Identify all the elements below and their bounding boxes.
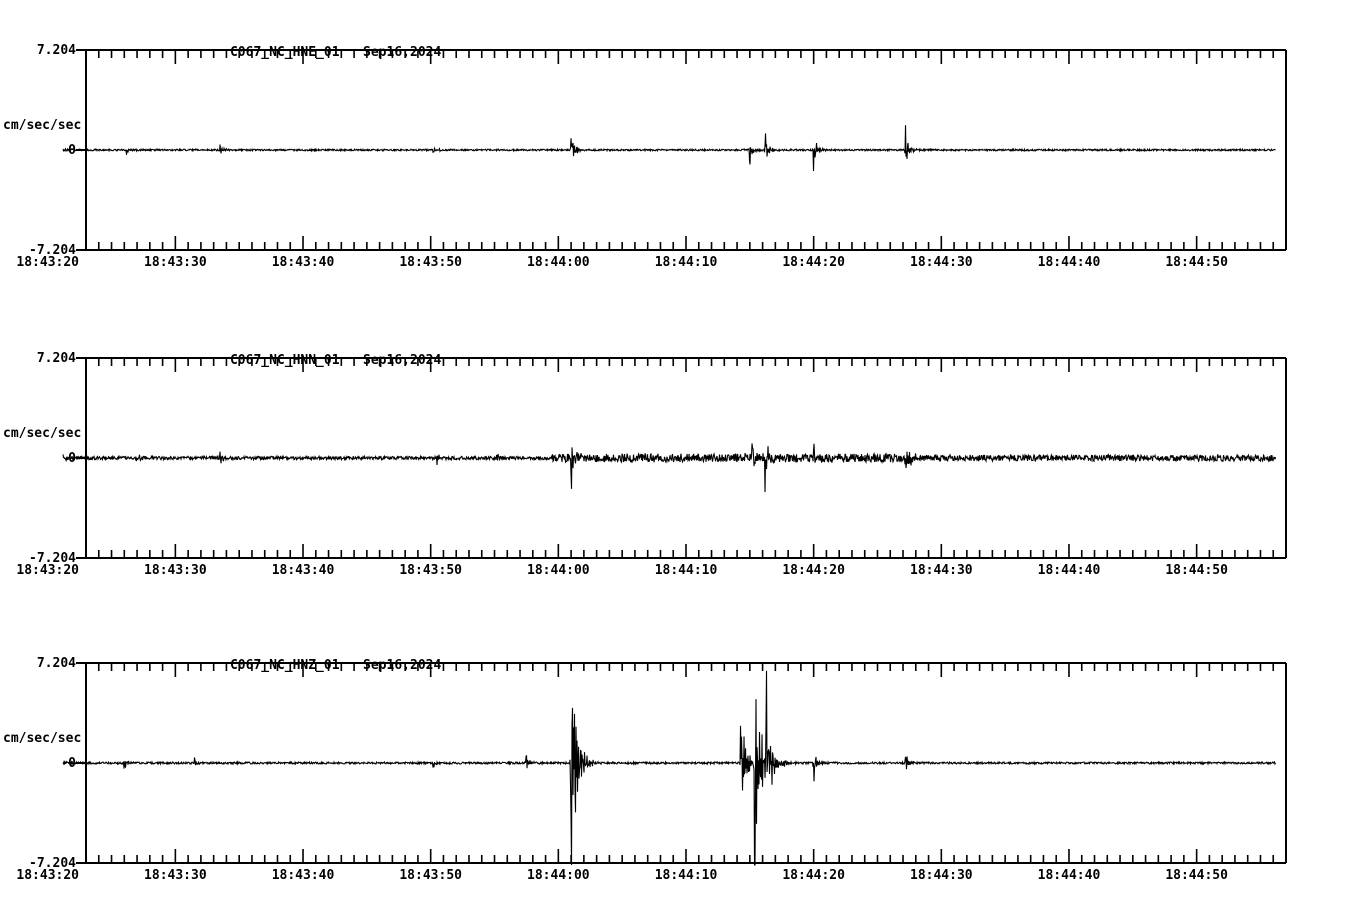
xtick-label: 18:43:40 <box>271 255 335 270</box>
xtick-label: 18:44:50 <box>1165 563 1228 578</box>
xtick-label: 18:44:00 <box>527 868 590 883</box>
xtick-label: 18:44:10 <box>654 868 718 883</box>
ytick-label-zero-hne: 0 <box>68 143 76 158</box>
yaxis-units-label-hnn: cm/sec/sec <box>3 426 82 441</box>
xtick-label: 18:43:20 <box>16 563 80 578</box>
plot-area-hne <box>62 49 1287 251</box>
waveform-trace-hnz <box>62 670 1277 866</box>
xtick-label: 18:44:50 <box>1165 868 1228 883</box>
waveform-trace-hnn <box>62 443 1277 493</box>
xtick-label: 18:43:50 <box>399 563 462 578</box>
xtick-label: 18:44:20 <box>782 868 845 883</box>
yaxis-units-label-hne: cm/sec/sec <box>3 118 82 133</box>
xtick-label: 18:44:50 <box>1165 255 1228 270</box>
xtick-label: 18:44:40 <box>1037 563 1101 578</box>
xtick-label: 18:43:30 <box>144 563 207 578</box>
ytick-label-max-hnn: 7.204 <box>36 351 76 366</box>
xtick-label: 18:44:10 <box>654 255 718 270</box>
axis-ticks-hnn <box>85 358 1287 558</box>
xtick-label: 18:43:30 <box>144 255 207 270</box>
plot-area-hnz <box>62 662 1287 866</box>
axis-ticks-hnz <box>85 663 1287 863</box>
plot-area-hnn <box>62 357 1287 559</box>
xtick-label: 18:43:40 <box>271 868 335 883</box>
xtick-label: 18:44:20 <box>782 255 845 270</box>
xtick-label: 18:44:00 <box>527 563 590 578</box>
ytick-label-max-hne: 7.204 <box>36 43 76 58</box>
xtick-label: 18:44:30 <box>910 868 973 883</box>
xtick-label: 18:44:40 <box>1037 255 1101 270</box>
ytick-label-min-hne: -7.204 <box>29 243 76 258</box>
seismogram-panel-hne: C067_NC_HNE_01 Sep16,2024 7.204 cm/sec/s… <box>0 0 1358 300</box>
xtick-label: 18:43:40 <box>271 563 335 578</box>
xtick-label: 18:44:30 <box>910 563 973 578</box>
yaxis-units-label-hnz: cm/sec/sec <box>3 731 82 746</box>
seismogram-panel-hnn: C067_NC_HNN_01 Sep16,2024 7.204 cm/sec/s… <box>0 308 1358 608</box>
ytick-label-max-hnz: 7.204 <box>36 656 76 671</box>
waveform-trace-hne <box>62 125 1276 172</box>
xtick-label: 18:44:10 <box>654 563 718 578</box>
xtick-label: 18:44:40 <box>1037 868 1101 883</box>
ytick-label-min-hnn: -7.204 <box>29 551 76 566</box>
ytick-label-min-hnz: -7.204 <box>29 856 76 871</box>
seismogram-panel-hnz: C067_NC_HNZ_01 Sep16,2024 7.204 cm/sec/s… <box>0 613 1358 913</box>
xtick-label: 18:43:20 <box>16 255 80 270</box>
xtick-label: 18:43:50 <box>399 255 462 270</box>
axis-ticks-hne <box>85 50 1287 250</box>
xtick-label: 18:44:00 <box>527 255 590 270</box>
xtick-label: 18:44:30 <box>910 255 973 270</box>
xtick-label: 18:43:50 <box>399 868 462 883</box>
xtick-label: 18:43:20 <box>16 868 80 883</box>
xtick-label: 18:43:30 <box>144 868 207 883</box>
xtick-label: 18:44:20 <box>782 563 845 578</box>
